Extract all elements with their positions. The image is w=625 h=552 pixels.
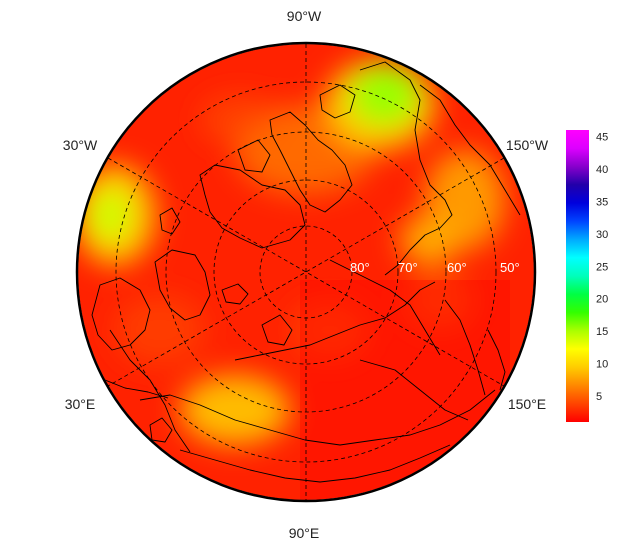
scandinavia-coast — [154, 249, 211, 321]
field-anomalies — [78, 60, 505, 445]
latitude-label-50: 50° — [500, 260, 520, 275]
kamchatka-coast — [444, 299, 486, 396]
siberia-coast — [234, 281, 436, 361]
latitude-circle-70 — [213, 179, 399, 365]
canadian-archipelago-coast — [269, 111, 353, 213]
colorbar-tick-label: 20 — [596, 294, 608, 306]
baffin-coast — [237, 139, 271, 173]
europe-coast — [91, 277, 151, 351]
colorbar-tick-label: 40 — [596, 164, 608, 176]
central-asia-border — [109, 329, 191, 453]
colorbar-tick-label: 30 — [596, 229, 608, 241]
longitude-labels: 90°W 30°W 150°W 30°E 150°E 90°E — [63, 8, 549, 541]
east-asia-border — [359, 359, 469, 421]
alaska-inland-border — [329, 259, 441, 356]
colorbar-strip — [566, 130, 589, 422]
british-isles-coast — [159, 207, 181, 235]
alaska-coast — [419, 84, 521, 216]
latitude-circle-50 — [115, 81, 497, 463]
latitude-labels: 80° 70° 60° 50° — [350, 260, 520, 275]
russia-interior-border — [139, 389, 496, 446]
hudson-bay-coast — [319, 84, 356, 119]
longitude-label-30w: 30°W — [63, 137, 98, 153]
greenland-coast — [199, 164, 306, 249]
iceland-coast — [221, 283, 249, 305]
meridian-30 — [107, 157, 505, 387]
caspian-coast — [149, 417, 173, 443]
field-low-region — [300, 280, 510, 500]
longitude-label-150e: 150°E — [508, 396, 546, 412]
svalbard-coast — [261, 314, 293, 346]
latitude-label-70: 70° — [398, 260, 418, 275]
colorbar-tick-label: 45 — [596, 131, 608, 143]
map-frame — [75, 41, 537, 503]
colorbar-tick-label: 5 — [596, 391, 602, 403]
longitude-label-150w: 150°W — [506, 137, 549, 153]
longitude-label-30e: 30°E — [65, 396, 96, 412]
longitude-label-90e: 90°E — [289, 525, 320, 541]
latitude-label-60: 60° — [447, 260, 467, 275]
latitude-label-80: 80° — [350, 260, 370, 275]
meridian-150 — [107, 157, 505, 387]
graticule — [107, 44, 505, 500]
colorbar-tick-label: 35 — [596, 196, 608, 208]
north-america-coast — [359, 61, 453, 276]
value-field — [78, 44, 534, 500]
longitude-label-90w: 90°W — [287, 8, 322, 24]
colorbar: 45 40 35 30 25 20 15 10 5 — [566, 130, 608, 422]
colorbar-ticks: 45 40 35 30 25 20 15 10 5 — [596, 131, 608, 403]
japan-coast — [487, 329, 506, 391]
colorbar-tick-label: 10 — [596, 359, 608, 371]
asia-southern-border — [179, 444, 451, 483]
colorbar-tick-label: 25 — [596, 261, 608, 273]
colorbar-tick-label: 15 — [596, 326, 608, 338]
